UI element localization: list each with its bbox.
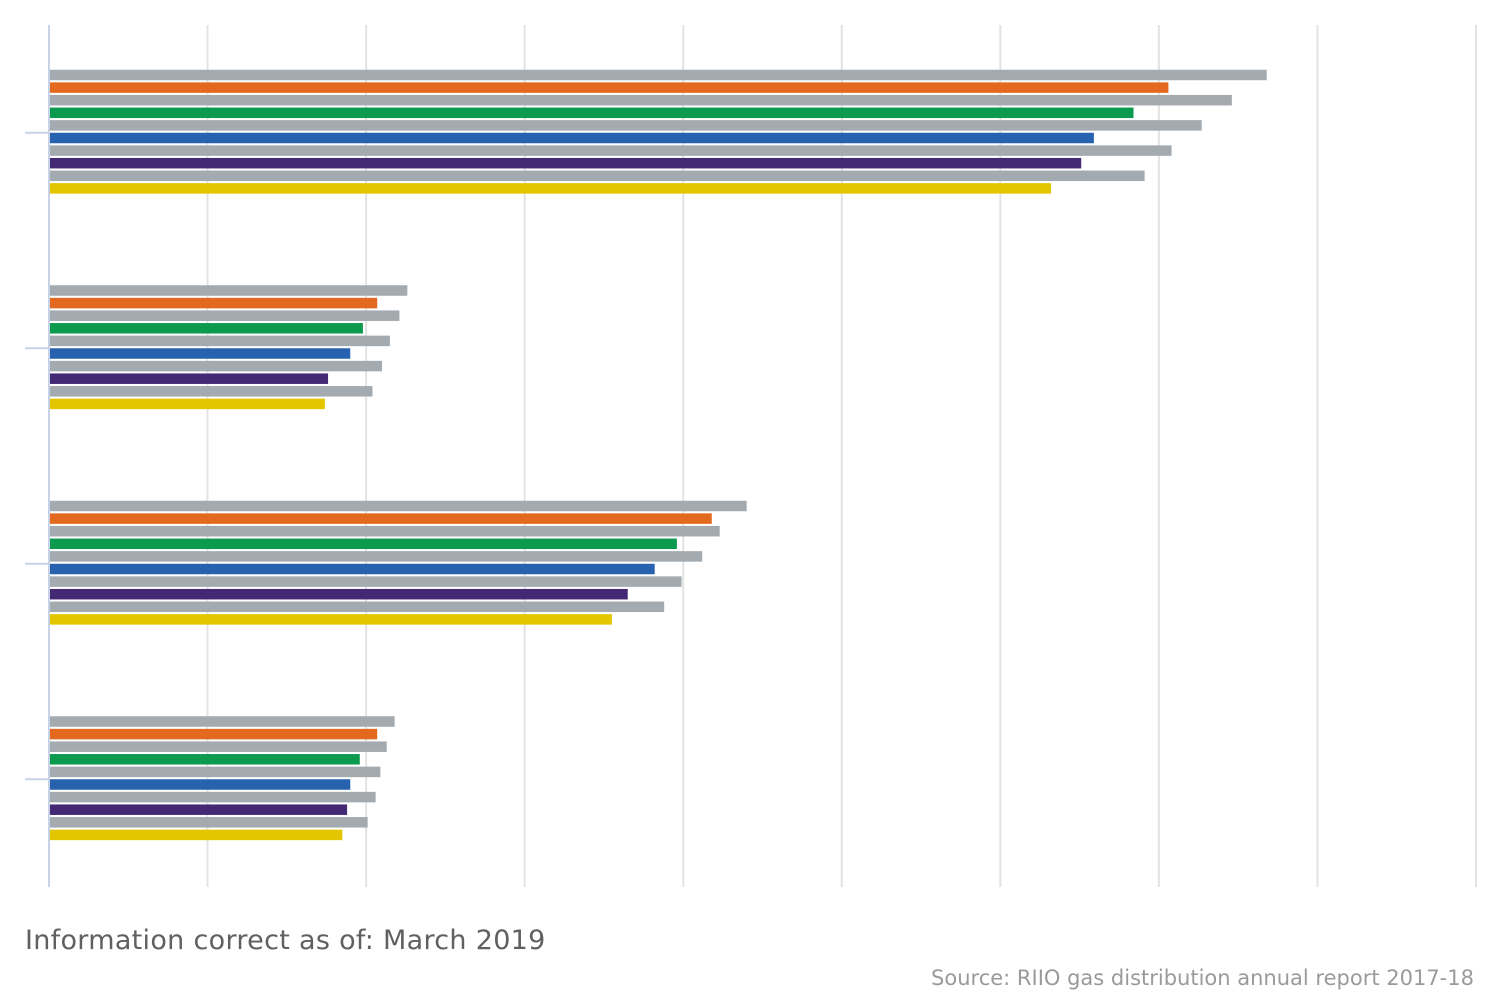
bar — [50, 69, 1267, 81]
bar — [50, 386, 373, 397]
bar — [50, 829, 343, 841]
bar — [50, 538, 677, 550]
source-note: Source: RIIO gas distribution annual rep… — [931, 966, 1474, 990]
bar — [50, 563, 655, 575]
bar — [50, 500, 747, 512]
bar — [50, 145, 1172, 156]
bar — [50, 601, 665, 613]
bar — [50, 373, 329, 384]
bar — [50, 398, 325, 410]
bar — [50, 525, 720, 537]
bar — [50, 94, 1232, 106]
bar — [50, 107, 1134, 119]
bar — [50, 779, 351, 790]
bar — [50, 297, 378, 309]
bar — [50, 576, 682, 587]
bar — [50, 82, 1169, 93]
bar-chart — [25, 25, 1477, 887]
gridlines — [206, 25, 1477, 887]
bar — [50, 614, 612, 625]
bar — [50, 791, 376, 803]
bar — [50, 804, 348, 815]
bar — [50, 817, 368, 828]
bar — [50, 754, 360, 765]
y-axis — [25, 25, 50, 887]
bar — [50, 728, 378, 740]
bar — [50, 170, 1145, 182]
bars — [50, 69, 1267, 841]
bar — [50, 348, 351, 359]
bar — [50, 157, 1082, 169]
bar — [50, 513, 712, 524]
footnote: Information correct as of: March 2019 — [25, 925, 546, 956]
bar — [50, 551, 703, 562]
bar — [50, 132, 1094, 144]
bar — [50, 716, 395, 727]
bar — [50, 183, 1052, 194]
bar — [50, 360, 382, 372]
bar — [50, 310, 400, 321]
bar — [50, 741, 387, 752]
bar — [50, 766, 381, 778]
bar — [50, 335, 390, 347]
bar — [50, 323, 363, 334]
bar — [50, 120, 1202, 131]
bar — [50, 588, 628, 600]
bar — [50, 285, 408, 296]
